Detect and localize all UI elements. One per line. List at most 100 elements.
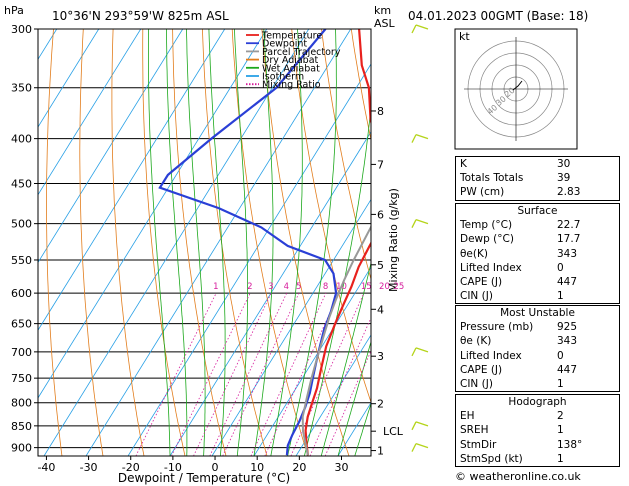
wind-barb-flag: [411, 24, 417, 34]
table-row: θe(K) 343: [456, 247, 619, 261]
x-axis-title: Dewpoint / Temperature (°C): [118, 471, 290, 485]
row-label: PW (cm): [460, 186, 505, 199]
dry-adiabat: [261, 29, 350, 456]
lcl-label: LCL: [383, 425, 404, 438]
datetime-label: 04.01.2023 00GMT (Base: 18): [408, 9, 588, 23]
mixing-ratio-label: 15: [361, 282, 372, 292]
legend-label: Temperature: [261, 31, 322, 42]
hodograph-table: Hodograph EH 2 SREH 1 StmDir 138° StmSpd (kt) 1: [455, 394, 620, 467]
series-line-temperature: [304, 29, 371, 456]
dry-adiabat: [291, 29, 371, 404]
wet-adiabat: [304, 101, 371, 456]
row-value: 138°: [557, 438, 583, 451]
table-row: CIN (J) 1: [456, 377, 619, 391]
table-row: Dewp (°C) 17.7: [456, 232, 619, 246]
isotherm-line: [211, 198, 371, 456]
plot-frame: [37, 28, 372, 457]
wet-adiabat: [320, 261, 371, 456]
row-value: 447: [557, 363, 578, 376]
wind-barb-flag: [411, 443, 417, 452]
wet-adiabat: [253, 29, 274, 456]
mixing-ratio-line: [309, 316, 371, 456]
km-tick-label: 7: [377, 158, 384, 171]
mixing-ratio-line: [250, 292, 327, 456]
pressure-tick-label: 500: [11, 218, 32, 231]
wet-adiabat: [270, 29, 303, 456]
pressure-tick-label: 900: [11, 442, 32, 455]
row-label: Pressure (mb): [460, 321, 534, 334]
row-value: 2: [557, 410, 564, 423]
mixing-ratio-label: 25: [393, 282, 404, 292]
km-tick-label: 8: [377, 105, 384, 118]
row-label: CIN (J): [460, 290, 493, 303]
table-row: θe (K) 343: [456, 334, 619, 348]
row-value: 0: [557, 261, 564, 274]
legend-label: Parcel Trajectory: [262, 47, 341, 58]
temperature-tick-label: 30: [334, 461, 348, 474]
dry-adiabat: [619, 29, 629, 456]
row-value: 1: [557, 424, 564, 437]
wet-adiabat: [337, 340, 371, 456]
location-title: 10°36'N 293°59'W 825m ASL: [52, 9, 229, 23]
wind-barbs: [411, 24, 429, 452]
wind-barb-shaft: [415, 347, 429, 353]
mixing-ratio-label: 2: [247, 282, 252, 292]
wind-barb-flag: [411, 219, 417, 228]
table-row: CAPE (J) 447: [456, 363, 619, 377]
legend-label: Dewpoint: [262, 39, 307, 50]
pressure-axis: 300 350 400 450 500 550 600 650 700 750 800 850 900: [11, 23, 38, 455]
background-lines: [38, 29, 629, 456]
row-label: θe (K): [460, 335, 492, 348]
table-row: CAPE (J) 447: [456, 275, 619, 289]
dry-adiabat: [111, 29, 145, 456]
isotherm-line: [253, 266, 371, 456]
row-label: Lifted Index: [460, 261, 522, 274]
row-value: 447: [557, 275, 578, 288]
isotherm-line: [38, 29, 100, 128]
table-row: StmSpd (kt) 1: [456, 452, 619, 466]
mixing-ratio-line: [171, 292, 251, 456]
pressure-tick-label: 350: [11, 82, 32, 95]
row-label: CAPE (J): [460, 363, 503, 376]
table-row: Pressure (mb) 925: [456, 320, 619, 334]
row-value: 1: [557, 452, 564, 465]
isotherm-line: [38, 29, 226, 331]
pressure-tick-label: 600: [11, 287, 32, 300]
hodograph-trace: [512, 80, 523, 91]
km-tick-label: 4: [377, 303, 384, 316]
mixing-ratio-label: 20: [379, 282, 390, 292]
temperature-tick-label: 10: [250, 461, 264, 474]
row-label: StmDir: [460, 438, 497, 451]
mixing-ratio-label: 5: [296, 282, 301, 292]
mixing-ratio-axis-title: Mixing Ratio (g/kg): [387, 188, 400, 292]
row-value: 2.83: [557, 186, 581, 199]
table-row: Lifted Index 0: [456, 349, 619, 363]
pressure-tick-label: 650: [11, 318, 32, 331]
hodograph-unit-label: kt: [459, 30, 470, 43]
mixing-ratio-line: [264, 292, 340, 456]
wind-barb-shaft: [415, 24, 429, 30]
wind-barb-flag: [411, 134, 417, 143]
temperature-tick-label: -20: [122, 461, 140, 474]
isotherm-line: [169, 131, 371, 456]
legend-label: Isotherm: [262, 72, 304, 83]
pressure-tick-label: 850: [11, 420, 32, 433]
row-value: 22.7: [557, 219, 581, 232]
row-label: Lifted Index: [460, 349, 522, 362]
km-tick-label: 3: [377, 350, 384, 363]
isotherm-line: [38, 29, 142, 196]
temperature-tick-label: -40: [37, 461, 55, 474]
isotherm-line: [38, 29, 268, 399]
temperature-axis: -40 -30 -20 -10 0 10 20 30: [37, 456, 348, 474]
wet-adiabat: [354, 402, 371, 456]
temperature-tick-label: -30: [80, 461, 98, 474]
section-title: Hodograph: [508, 396, 567, 408]
mixing-ratio-label: 4: [284, 282, 289, 292]
row-value: 30: [557, 158, 571, 170]
section-title: Surface: [517, 205, 558, 217]
pressure-tick-label: 800: [11, 397, 32, 410]
series-line-parcel-trajectory: [301, 224, 371, 456]
wet-adiabat: [147, 29, 171, 456]
series-lines: 1 2 3 4 5 8 10 15 20 25: [158, 29, 404, 456]
